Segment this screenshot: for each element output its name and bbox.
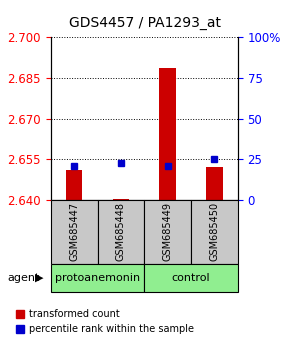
Text: protoanemonin: protoanemonin [55,273,140,283]
Bar [51,200,97,264]
Text: agent: agent [7,273,40,283]
Text: GSM685449: GSM685449 [163,202,173,261]
Bar [160,68,176,200]
Bar [206,167,223,200]
Bar [191,200,238,264]
Bar [113,199,129,200]
Bar [97,200,144,264]
Text: control: control [172,273,210,283]
Legend: transformed count, percentile rank within the sample: transformed count, percentile rank withi… [17,309,194,334]
Text: GSM685447: GSM685447 [69,202,79,262]
Bar [144,200,191,264]
Text: GSM685448: GSM685448 [116,202,126,261]
Bar [144,264,238,292]
Text: ▶: ▶ [35,273,44,283]
Text: GSM685450: GSM685450 [209,202,220,262]
Text: GDS4457 / PA1293_at: GDS4457 / PA1293_at [69,16,221,30]
Bar [51,264,144,292]
Bar [66,170,82,200]
